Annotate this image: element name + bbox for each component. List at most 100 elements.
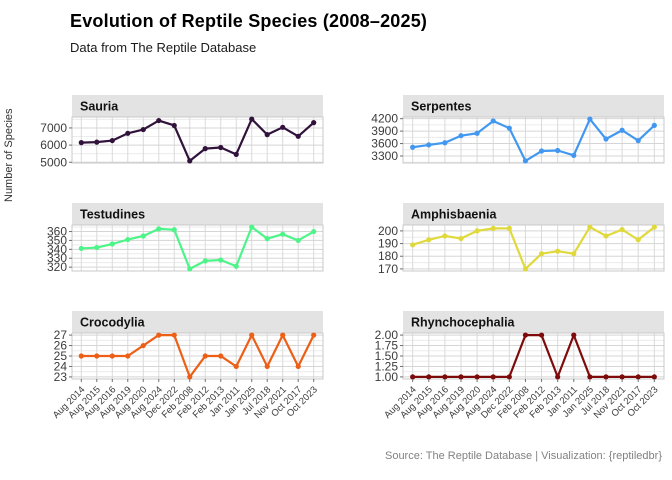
- data-point: [171, 227, 177, 233]
- data-point: [522, 158, 529, 164]
- chart-subtitle: Data from The Reptile Database: [70, 40, 257, 55]
- facet-strip: [403, 95, 664, 117]
- data-point: [474, 130, 480, 136]
- y-tick-label: 3600: [371, 137, 398, 151]
- y-tick-label: 180: [378, 249, 398, 263]
- data-point: [587, 224, 593, 230]
- data-point: [410, 144, 416, 150]
- data-point: [555, 374, 561, 380]
- y-tick-label: 360: [47, 225, 67, 239]
- data-point: [458, 133, 464, 139]
- data-point: [125, 353, 131, 359]
- data-point: [571, 152, 577, 158]
- data-point: [156, 226, 162, 232]
- data-point: [94, 353, 100, 359]
- data-point: [587, 374, 593, 380]
- data-point: [311, 228, 317, 235]
- facet-strip: [403, 203, 664, 225]
- data-point: [426, 142, 432, 148]
- data-point: [619, 127, 625, 133]
- data-point: [410, 242, 416, 248]
- data-point: [311, 120, 317, 126]
- data-point: [651, 122, 657, 128]
- data-point: [218, 144, 224, 151]
- data-point: [474, 228, 480, 234]
- y-tick-label: 27: [54, 328, 68, 342]
- data-point: [156, 332, 162, 338]
- data-point: [490, 118, 496, 124]
- data-point: [187, 266, 193, 272]
- data-point: [458, 235, 464, 242]
- facet-strip: [72, 203, 323, 225]
- data-point: [249, 224, 255, 230]
- y-tick-label: 23: [54, 370, 68, 384]
- data-point: [619, 374, 625, 380]
- panel-border: [71, 116, 324, 164]
- facet-strip: [72, 95, 323, 117]
- y-tick-label: 1.25: [375, 359, 399, 373]
- data-point: [280, 332, 286, 338]
- data-point: [295, 237, 301, 244]
- y-axis-title: Number of Species: [3, 108, 15, 202]
- data-point: [635, 237, 641, 243]
- data-point: [109, 137, 115, 144]
- data-point: [458, 374, 464, 380]
- data-point: [651, 374, 657, 380]
- y-tick-label: 6000: [40, 138, 67, 152]
- series-line: [80, 117, 315, 163]
- chart-title: Evolution of Reptile Species (2008–2025): [70, 11, 428, 31]
- data-point: [171, 332, 177, 338]
- data-point: [538, 251, 545, 257]
- data-point: [603, 374, 609, 380]
- data-point: [78, 353, 84, 359]
- data-point: [264, 236, 270, 242]
- data-point: [571, 251, 577, 257]
- y-tick-label: 7000: [40, 121, 67, 135]
- data-point: [140, 233, 146, 239]
- data-point: [140, 342, 146, 349]
- data-point: [218, 353, 224, 359]
- data-point: [125, 130, 131, 136]
- y-tick-label: 1.50: [375, 349, 399, 363]
- panel-bg: [403, 225, 664, 271]
- y-tick-label: 26: [54, 339, 68, 353]
- y-tick-label: 200: [378, 224, 398, 238]
- data-point: [522, 332, 529, 338]
- data-point: [187, 374, 193, 380]
- data-point: [442, 140, 448, 146]
- panel-border: [71, 224, 324, 272]
- y-tick-label: 350: [47, 233, 67, 247]
- data-point: [651, 224, 657, 230]
- data-point: [109, 241, 115, 247]
- data-point: [410, 374, 416, 380]
- data-point: [264, 132, 270, 138]
- data-point: [78, 140, 84, 146]
- data-point: [538, 148, 545, 154]
- data-point: [249, 332, 255, 338]
- y-tick-label: 24: [54, 359, 68, 373]
- series-line: [411, 117, 656, 163]
- panel-border: [402, 224, 665, 272]
- panel-border: [402, 116, 665, 164]
- data-point: [94, 244, 100, 251]
- data-point: [249, 116, 255, 122]
- data-point: [295, 363, 301, 370]
- data-point: [538, 332, 545, 338]
- data-point: [603, 233, 609, 239]
- data-point: [555, 147, 561, 154]
- series-line: [411, 225, 656, 271]
- data-point: [140, 126, 146, 133]
- data-point: [619, 227, 625, 233]
- y-tick-label: 190: [378, 237, 398, 251]
- data-point: [603, 136, 609, 142]
- data-point: [171, 122, 177, 129]
- data-point: [280, 231, 286, 237]
- data-point: [587, 116, 593, 122]
- data-point: [187, 158, 193, 164]
- data-point: [555, 248, 561, 254]
